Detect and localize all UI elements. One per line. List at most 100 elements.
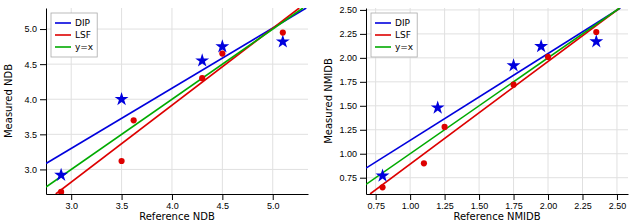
y-tick-label: 1.75: [339, 77, 357, 87]
x-tick-label: 1.00: [402, 201, 420, 211]
y-tick-label: 5.0: [24, 24, 37, 34]
fit-line: [46, 8, 306, 164]
scatter-point: [118, 158, 124, 164]
y-tick-mark: [360, 154, 366, 155]
y-axis-line: [46, 9, 47, 195]
x-axis-line: [367, 194, 629, 195]
scatter-point: [195, 53, 209, 66]
scatter-point: [219, 51, 225, 57]
x-axis-line: [47, 194, 309, 195]
x-grid-line: [222, 8, 223, 194]
y-tick: 4.5: [24, 60, 46, 70]
x-tick-label: 1.50: [471, 201, 489, 211]
y-tick-label: 2.25: [339, 29, 357, 39]
x-tick-label: 3.5: [116, 201, 129, 211]
y-grid-line: [46, 134, 308, 135]
legend-box: [51, 13, 97, 57]
y-tick: 1.50: [339, 101, 366, 111]
x-tick: 2.50: [609, 194, 627, 211]
x-tick-label: 2.00: [540, 201, 558, 211]
y-tick-mark: [40, 64, 46, 65]
x-tick: 2.25: [574, 194, 592, 211]
y-tick: 4.0: [24, 95, 46, 105]
x-tick-mark: [122, 194, 123, 200]
y-tick-label: 0.75: [339, 173, 357, 183]
legend-label: LSF: [395, 30, 411, 40]
y-grid-line: [366, 57, 628, 58]
y-tick-mark: [360, 130, 366, 131]
x-tick-mark: [479, 194, 480, 200]
y-tick-label: 4.5: [24, 60, 37, 70]
y-axis: 3.03.54.04.55.0: [24, 9, 46, 195]
y-tick-mark: [40, 134, 46, 135]
x-tick-mark: [445, 194, 446, 200]
x-tick: 4.5: [217, 194, 230, 211]
y-tick-label: 3.5: [24, 130, 37, 140]
scatter-point: [131, 117, 137, 123]
x-tick-label: 2.25: [574, 201, 592, 211]
legend: DIPLSFy=x: [371, 13, 417, 57]
x-tick: 0.75: [367, 194, 385, 211]
x-grid-line: [272, 8, 273, 194]
legend-swatch: [375, 22, 391, 24]
x-tick-label: 4.0: [166, 201, 179, 211]
scatter-point: [376, 168, 390, 181]
scatter-point: [442, 124, 448, 130]
x-tick-mark: [71, 194, 72, 200]
legend-swatch: [55, 34, 71, 36]
scatter-point: [199, 75, 205, 81]
fit-line: [366, 8, 620, 184]
x-grid-line: [616, 8, 617, 194]
y-grid-line: [46, 99, 308, 100]
legend-swatch: [55, 22, 71, 24]
scatter-point: [276, 34, 290, 47]
scatter-point: [545, 54, 551, 60]
x-grid-line: [444, 8, 445, 194]
y-tick-mark: [360, 10, 366, 11]
x-tick-label: 5.0: [267, 201, 280, 211]
scatter-point: [510, 82, 516, 88]
scatter-point: [507, 58, 521, 71]
x-tick: 1.00: [402, 194, 420, 211]
scatter-point: [534, 39, 548, 52]
scatter-point: [54, 168, 68, 181]
y-tick: 1.00: [339, 149, 366, 159]
y-tick-mark: [40, 29, 46, 30]
x-tick-mark: [582, 194, 583, 200]
x-grid-line: [479, 8, 480, 194]
y-grid-line: [366, 153, 628, 154]
y-tick-mark: [360, 34, 366, 35]
y-grid-line: [46, 64, 308, 65]
x-tick-label: 1.25: [436, 201, 454, 211]
legend-swatch: [375, 34, 391, 36]
x-tick-mark: [376, 194, 377, 200]
grid: [366, 8, 628, 194]
x-tick-mark: [172, 194, 173, 200]
x-tick-label: 2.50: [609, 201, 627, 211]
y-tick-label: 2.50: [339, 5, 357, 15]
x-tick-label: 4.5: [217, 201, 230, 211]
fit-line: [366, 8, 620, 168]
chart: 3.03.54.04.55.03.03.54.04.55.0Reference …: [0, 0, 640, 224]
y-tick-label: 4.0: [24, 95, 37, 105]
x-tick: 3.5: [116, 194, 129, 211]
legend-label: y=x: [75, 42, 94, 52]
y-tick-label: 1.25: [339, 125, 357, 135]
scatter-point: [593, 29, 599, 35]
panel: 0.75 1.00 1.25 1.50 1.75 2.00 2.25 2.50 0.75 1.00…: [323, 5, 629, 222]
y-tick: 1.25: [339, 125, 366, 135]
legend-swatch: [55, 46, 71, 48]
y-tick-label: 2.00: [339, 53, 357, 63]
y-grid-line: [46, 169, 308, 170]
y-tick: 0.75: [339, 173, 366, 183]
y-grid-line: [366, 129, 628, 130]
x-grid-line: [548, 8, 549, 194]
x-grid-line: [171, 8, 172, 194]
scatter-point: [115, 92, 129, 105]
legend-label: y=x: [395, 42, 414, 52]
y-tick: 2.00: [339, 53, 366, 63]
y-grid-line: [366, 9, 628, 10]
x-tick: 5.0: [267, 194, 280, 211]
y-tick-label: 1.50: [339, 101, 357, 111]
x-tick-mark: [410, 194, 411, 200]
